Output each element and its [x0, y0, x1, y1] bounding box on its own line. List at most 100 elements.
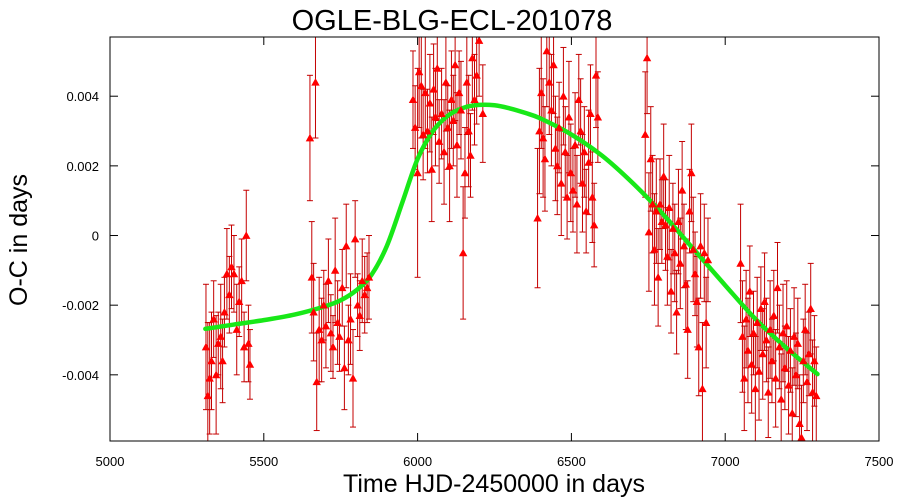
- data-point-triangle: [773, 283, 782, 292]
- data-point-triangle: [452, 140, 462, 149]
- x-tick-label: 6000: [403, 454, 432, 469]
- model-fit-curve: [203, 102, 820, 377]
- x-tick-label: 7500: [865, 454, 894, 469]
- error-bars: [202, 37, 820, 441]
- data-point-triangle: [644, 227, 654, 236]
- data-point-triangle: [652, 206, 661, 215]
- data-point-triangle: [795, 419, 804, 427]
- data-point-triangle: [549, 60, 558, 69]
- data-point-triangle: [348, 374, 358, 382]
- data-point-triangle: [431, 112, 440, 121]
- data-point-triangle: [586, 109, 595, 117]
- data-point-triangle: [689, 245, 698, 253]
- data-point-triangle: [551, 144, 560, 152]
- data-point-triangle: [317, 335, 326, 344]
- data-point-triangle: [703, 255, 713, 264]
- data-point-triangle: [580, 147, 589, 156]
- data-point-triangle: [305, 133, 315, 142]
- data-point-triangle: [574, 95, 583, 104]
- data-point-triangle: [581, 206, 591, 215]
- data-point-triangle: [589, 220, 599, 229]
- data-point-triangle: [642, 53, 652, 62]
- data-point-triangle: [454, 88, 464, 97]
- data-point-triangle: [311, 78, 320, 86]
- data-point-triangle: [232, 325, 241, 333]
- data-point-triangle: [749, 328, 758, 337]
- data-point-triangle: [765, 325, 775, 333]
- data-point-triangle: [780, 363, 790, 372]
- data-point-triangle: [674, 217, 683, 225]
- data-point-triangle: [769, 311, 779, 319]
- data-point-triangle: [754, 367, 764, 375]
- data-point-triangle: [687, 168, 696, 177]
- data-point-triangle: [672, 307, 681, 316]
- data-point-triangle: [214, 339, 223, 347]
- data-point-triangle: [593, 112, 603, 121]
- data-point-triangle: [333, 318, 342, 326]
- data-point-triangle: [474, 37, 484, 44]
- data-point-triangle: [441, 78, 451, 86]
- data-point-triangle: [418, 130, 428, 138]
- data-point-triangle: [588, 193, 597, 201]
- data-point-triangle: [324, 276, 333, 285]
- data-point-triangle: [747, 360, 756, 368]
- data-point-triangle: [237, 276, 246, 285]
- data-point-triangle: [545, 78, 554, 86]
- data-point-triangle: [414, 67, 424, 76]
- data-point-triangle: [350, 234, 360, 243]
- data-point-triangle: [791, 370, 801, 379]
- data-point-triangle: [470, 95, 479, 104]
- data-point-triangle: [756, 304, 766, 313]
- data-point-triangle: [665, 203, 674, 212]
- data-point-triangle: [338, 283, 347, 292]
- data-point-triangle: [242, 231, 251, 239]
- data-point-triangle: [360, 290, 369, 299]
- data-point-triangle: [584, 158, 593, 166]
- data-point-triangle: [466, 151, 475, 159]
- data-point-triangle: [578, 179, 587, 187]
- data-point-triangle: [700, 248, 709, 257]
- data-point-triangle: [205, 374, 214, 382]
- data-point-triangle: [653, 273, 663, 281]
- data-point-triangle: [566, 168, 575, 177]
- data-point-triangle: [326, 328, 336, 337]
- data-point-triangle: [358, 276, 367, 285]
- data-point-triangle: [666, 287, 676, 295]
- data-point-triangle: [456, 105, 466, 114]
- data-point-triangle: [342, 241, 351, 250]
- data-point-triangle: [668, 224, 678, 232]
- data-point-triangle: [641, 130, 650, 138]
- x-tick-label: 6500: [557, 454, 586, 469]
- data-point-triangle: [767, 356, 777, 365]
- data-point-triangle: [439, 147, 449, 156]
- data-point-triangle: [547, 105, 556, 114]
- x-tick-label: 7000: [711, 454, 740, 469]
- data-point-triangle: [745, 287, 755, 295]
- x-axis-label: Time HJD-2450000 in days: [343, 470, 645, 498]
- data-point-triangle: [568, 186, 578, 194]
- data-point-triangle: [736, 259, 745, 267]
- data-point-triangle: [450, 60, 460, 69]
- data-point-triangle: [789, 332, 799, 340]
- data-point-triangle: [346, 314, 355, 323]
- data-point-triangle: [554, 123, 564, 131]
- data-point-triangle: [433, 64, 442, 72]
- data-point-triangle: [758, 349, 767, 358]
- data-point-triangle: [810, 356, 819, 365]
- data-point-triangle: [429, 85, 438, 93]
- data-point-triangle: [216, 332, 225, 340]
- data-point-triangle: [786, 346, 795, 354]
- data-point-triangle: [799, 356, 808, 365]
- data-point-triangle: [225, 290, 234, 299]
- data-point-triangle: [207, 356, 216, 365]
- data-point-triangle: [694, 342, 703, 351]
- model-curve-group: [203, 102, 820, 377]
- data-point-triangle: [533, 213, 542, 222]
- data-point-triangle: [353, 300, 362, 309]
- data-point-triangle: [364, 273, 374, 281]
- data-point-triangle: [804, 349, 814, 358]
- data-point-triangle: [778, 328, 788, 337]
- data-point-triangle: [312, 377, 321, 386]
- data-point-triangle: [771, 374, 780, 382]
- data-point-triangle: [335, 332, 344, 340]
